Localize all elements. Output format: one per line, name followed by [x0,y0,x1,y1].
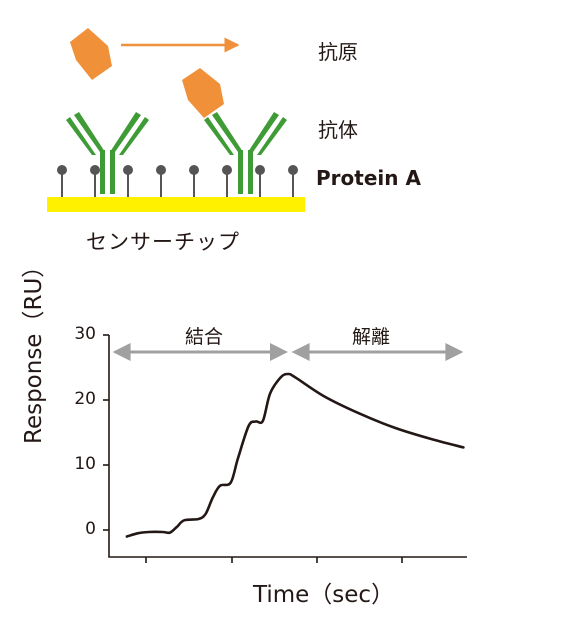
protein-a-label: Protein A [316,166,421,190]
probe [57,165,67,197]
probe [288,165,298,197]
y-tick-label: 30 [74,324,96,344]
antibody-right [204,112,287,194]
sensor-chip-surface [47,197,305,212]
y-axis-title: Response（RU） [21,254,47,444]
antigen-bound [182,68,224,118]
phase-arrow [291,343,464,361]
probe [189,165,199,197]
antibody-left [66,112,149,194]
probe [222,165,232,197]
probe [90,165,100,197]
antigen-free [70,28,112,80]
antibody-label: 抗体 [318,118,358,142]
response-curve [125,372,465,538]
sensor-chip-label: センサーチップ [86,230,240,254]
dissociation-phase-label: 解離 [352,326,391,348]
protein-a-probes [57,165,298,197]
chart-axes [103,334,467,563]
probe [156,165,166,197]
association-phase-label: 結合 [185,326,224,348]
probe [123,165,133,197]
x-axis-title: Time（sec） [253,582,395,608]
phase-arrow [112,343,288,361]
phase-arrows [112,343,464,361]
y-tick-label: 10 [74,454,96,474]
y-tick-label: 0 [85,519,96,539]
antigen-label: 抗原 [318,40,358,64]
y-tick-label: 20 [74,389,96,409]
probe [255,165,265,197]
